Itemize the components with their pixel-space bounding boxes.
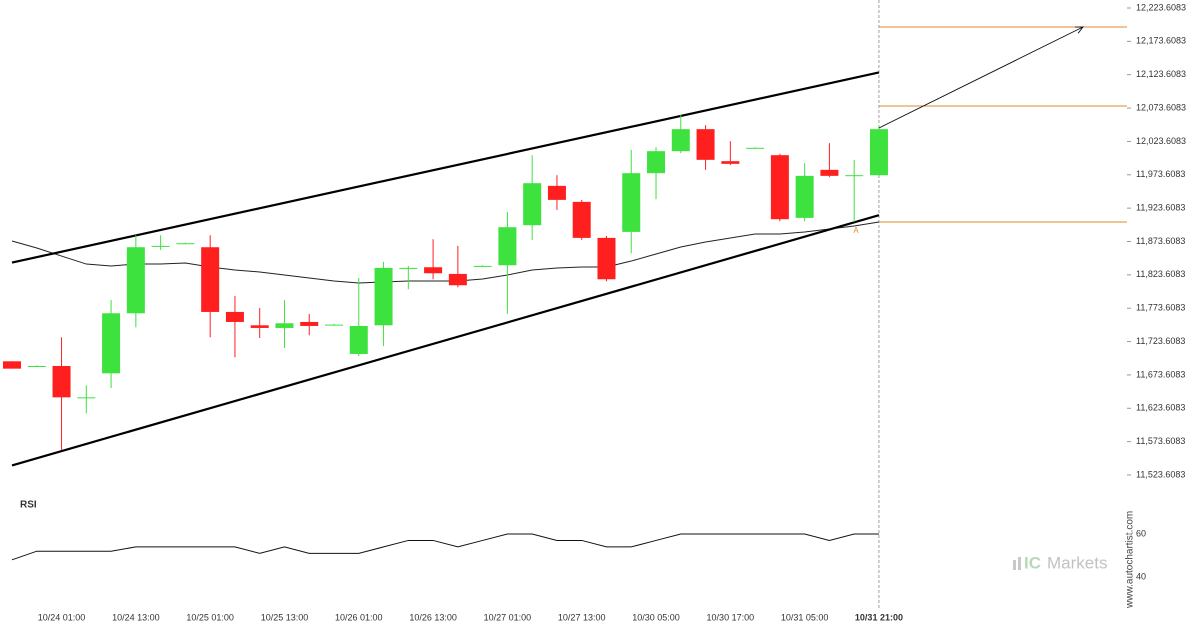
- y-tick-label: 12,073.6083: [1136, 102, 1186, 112]
- candle-body: [845, 175, 864, 177]
- x-tick-label: 10/25 01:00: [186, 612, 234, 622]
- x-tick-label: 10/26 01:00: [335, 612, 383, 622]
- watermark: www.autochartist.com: [1125, 511, 1136, 609]
- y-tick-label: 11,873.6083: [1136, 236, 1185, 246]
- x-tick-label: 10/30 17:00: [707, 612, 755, 622]
- arrow-head: [1074, 26, 1084, 34]
- candle-body: [300, 321, 319, 326]
- candle-body: [176, 243, 195, 245]
- candle-body: [151, 245, 170, 247]
- candle-body: [622, 173, 641, 232]
- y-tick-label: 11,823.6083: [1136, 269, 1185, 279]
- y-tick-label: 12,023.6083: [1136, 136, 1186, 146]
- candle-body: [597, 237, 616, 280]
- candle-body: [225, 311, 244, 322]
- y-tick-label: 11,523.6083: [1136, 469, 1185, 479]
- candle-body: [572, 201, 591, 238]
- candle-body: [547, 185, 566, 200]
- candle-body: [448, 273, 467, 286]
- x-tick-label: 10/24 01:00: [38, 612, 86, 622]
- candle-body: [102, 313, 121, 374]
- rsi-tick-label: 60: [1136, 528, 1146, 538]
- trend-line: [11, 71, 880, 264]
- candle-body: [820, 169, 839, 176]
- x-tick-label: 10/25 13:00: [261, 612, 309, 622]
- x-tick-label: 10/31 21:00: [855, 612, 903, 622]
- candle-body: [770, 155, 789, 220]
- candle-body: [77, 397, 96, 399]
- y-tick-label: 11,773.6083: [1136, 303, 1185, 313]
- candle-body: [746, 147, 765, 149]
- candle-body: [869, 129, 888, 176]
- moving-average: [11, 221, 880, 284]
- x-tick-label: 10/27 01:00: [484, 612, 532, 622]
- logo-ic: IC: [1024, 553, 1041, 572]
- candle-body: [374, 267, 393, 326]
- y-tick-label: 11,973.6083: [1136, 169, 1185, 179]
- candle-body: [27, 365, 46, 367]
- y-tick-label: 11,723.6083: [1136, 336, 1185, 346]
- candle-body: [795, 175, 814, 218]
- y-tick-label: 11,623.6083: [1136, 403, 1185, 413]
- candle-body: [3, 361, 21, 369]
- candle-body: [721, 161, 740, 164]
- candle-body: [250, 325, 269, 328]
- rsi-tick-label: 40: [1136, 571, 1146, 581]
- x-tick-label: 10/30 05:00: [632, 612, 680, 622]
- x-tick-label: 10/24 13:00: [112, 612, 160, 622]
- candle-body: [498, 227, 517, 266]
- candle-body: [349, 325, 368, 354]
- y-tick-label: 11,673.6083: [1136, 369, 1185, 379]
- candle-body: [647, 151, 666, 174]
- candle-body: [201, 247, 220, 312]
- logo-markets: Markets: [1047, 553, 1107, 572]
- rsi-line: [11, 533, 879, 561]
- x-tick-label: 10/27 13:00: [558, 612, 606, 622]
- candle-body: [424, 267, 443, 274]
- candle-body: [399, 267, 418, 269]
- candle-body: [52, 365, 71, 398]
- candle-body: [325, 324, 344, 326]
- candle-body: [126, 247, 145, 314]
- x-tick-label: 10/31 05:00: [781, 612, 829, 622]
- y-tick-label: 11,923.6083: [1136, 203, 1185, 213]
- projection-arrow: [878, 26, 1084, 129]
- logo-bar: [1013, 560, 1016, 570]
- x-tick-label: 10/26 13:00: [409, 612, 457, 622]
- candle-body: [275, 323, 294, 328]
- logo: IC Markets: [1013, 553, 1107, 572]
- candle-body: [473, 265, 492, 267]
- y-tick-label: 11,573.6083: [1136, 436, 1185, 446]
- candle-body: [671, 129, 690, 152]
- logo-bar: [1018, 557, 1021, 570]
- annotation: A: [853, 226, 859, 235]
- candle-body: [696, 129, 715, 160]
- y-tick-label: 12,173.6083: [1136, 36, 1186, 46]
- candle-body: [523, 183, 542, 226]
- rsi-label: RSI: [20, 500, 37, 511]
- y-tick-label: 12,223.6083: [1136, 2, 1186, 12]
- trend-line: [11, 214, 880, 467]
- y-tick-label: 12,123.6083: [1136, 69, 1186, 79]
